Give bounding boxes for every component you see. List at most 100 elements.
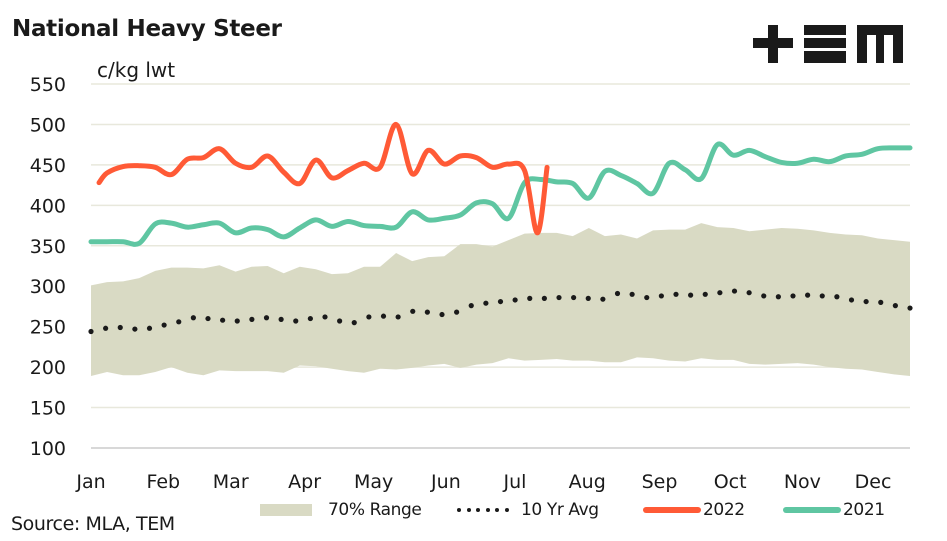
- avg-point: [746, 290, 752, 296]
- avg-point: [205, 315, 211, 322]
- legend-swatch-range: [260, 504, 312, 516]
- y-tick-label: 250: [30, 317, 66, 339]
- x-tick-label-dec: Dec: [855, 471, 892, 493]
- avg-point: [775, 294, 781, 300]
- legend-item-range: 70% Range: [260, 498, 422, 522]
- avg-point: [249, 316, 255, 322]
- avg-point: [761, 293, 767, 299]
- avg-point: [863, 298, 869, 305]
- legend-item-2021: 2021: [783, 498, 885, 522]
- x-tick-label-sep: Sep: [642, 471, 678, 493]
- legend-item-avg: 10 Yr Avg: [457, 498, 599, 522]
- avg-point: [161, 322, 167, 328]
- avg-point: [395, 314, 401, 320]
- y-tick-label: 300: [30, 276, 66, 298]
- avg-point: [424, 309, 430, 315]
- x-tick-label-oct: Oct: [714, 471, 747, 493]
- y-tick-label: 400: [30, 195, 66, 217]
- x-tick-label-aug: Aug: [569, 471, 606, 493]
- avg-point: [702, 291, 708, 297]
- avg-point: [629, 291, 635, 297]
- avg-point: [907, 305, 913, 311]
- avg-point: [688, 292, 694, 298]
- avg-point: [176, 319, 182, 325]
- avg-point: [585, 295, 591, 301]
- x-tick-label-jun: Jun: [430, 471, 461, 493]
- y-axis-unit-label: c/kg lwt: [97, 58, 176, 82]
- avg-point: [454, 309, 460, 315]
- x-tick-label-may: May: [354, 471, 393, 493]
- legend-label: 10 Yr Avg: [521, 500, 599, 520]
- avg-point: [527, 295, 533, 301]
- x-tick-label-apr: Apr: [288, 471, 321, 493]
- y-axis: 100 150 200 250 300 350 400 450 500 550: [30, 74, 66, 460]
- avg-point: [483, 300, 489, 306]
- avg-point: [278, 316, 284, 322]
- y-tick-label: 150: [30, 398, 66, 420]
- avg-point: [658, 293, 664, 299]
- avg-point: [644, 294, 650, 301]
- avg-point: [410, 308, 416, 314]
- y-tick-label: 500: [30, 114, 66, 136]
- x-tick-label-feb: Feb: [146, 471, 180, 493]
- avg-point: [132, 326, 138, 332]
- series-2022: [96, 121, 550, 236]
- avg-point: [117, 324, 123, 331]
- series-2021: [88, 141, 913, 247]
- legend: 70% Range 10 Yr Avg 2022 2021: [0, 498, 947, 522]
- y-tick-label: 350: [30, 236, 66, 258]
- avg-point: [819, 293, 825, 299]
- legend-swatch-avg: [457, 507, 509, 513]
- y-tick-label: 550: [30, 74, 66, 96]
- legend-swatch-2021: [783, 507, 841, 513]
- avg-point: [190, 315, 196, 321]
- avg-point: [146, 325, 153, 331]
- legend-swatch-2022: [643, 507, 701, 513]
- avg-point: [88, 328, 94, 335]
- avg-point: [571, 294, 577, 301]
- avg-point: [790, 293, 796, 299]
- avg-point: [263, 315, 270, 321]
- legend-label: 2021: [843, 500, 885, 520]
- avg-point: [614, 290, 621, 297]
- avg-point: [307, 315, 313, 322]
- avg-point: [731, 288, 738, 294]
- avg-point: [717, 290, 723, 296]
- x-tick-label-jan: Jan: [75, 471, 105, 493]
- avg-point: [834, 294, 840, 300]
- avg-point: [366, 314, 372, 320]
- avg-point: [220, 317, 226, 323]
- avg-point: [351, 320, 357, 326]
- avg-point: [337, 318, 343, 324]
- avg-point: [380, 313, 387, 319]
- source-note: Source: MLA, TEM: [11, 513, 175, 535]
- y-tick-label: 100: [30, 438, 66, 460]
- avg-point: [556, 294, 562, 301]
- avg-point: [234, 318, 240, 324]
- legend-label: 2022: [703, 500, 745, 520]
- avg-point: [512, 297, 518, 303]
- line-2022: [96, 121, 550, 236]
- avg-point: [103, 325, 109, 331]
- avg-point: [293, 318, 299, 324]
- avg-point: [322, 314, 328, 320]
- avg-point: [878, 299, 884, 305]
- avg-point: [805, 292, 811, 298]
- x-axis: Jan Feb Mar Apr May Jun Jul Aug Sep Oct Nov Dec: [75, 471, 891, 493]
- avg-point: [848, 297, 855, 303]
- series-10yr-avg: [88, 288, 913, 335]
- x-tick-label-jul: Jul: [502, 471, 526, 493]
- legend-label: 70% Range: [328, 500, 422, 520]
- x-tick-label-mar: Mar: [213, 471, 249, 493]
- tem-logo-icon: [753, 25, 903, 63]
- avg-point: [439, 311, 445, 318]
- x-tick-label-nov: Nov: [784, 471, 821, 493]
- line-2021: [88, 141, 913, 247]
- avg-point: [468, 303, 474, 309]
- y-tick-label: 200: [30, 357, 66, 379]
- avg-point: [497, 298, 504, 305]
- avg-point: [892, 303, 898, 309]
- avg-point: [541, 295, 547, 301]
- chart-title: National Heavy Steer: [12, 16, 282, 42]
